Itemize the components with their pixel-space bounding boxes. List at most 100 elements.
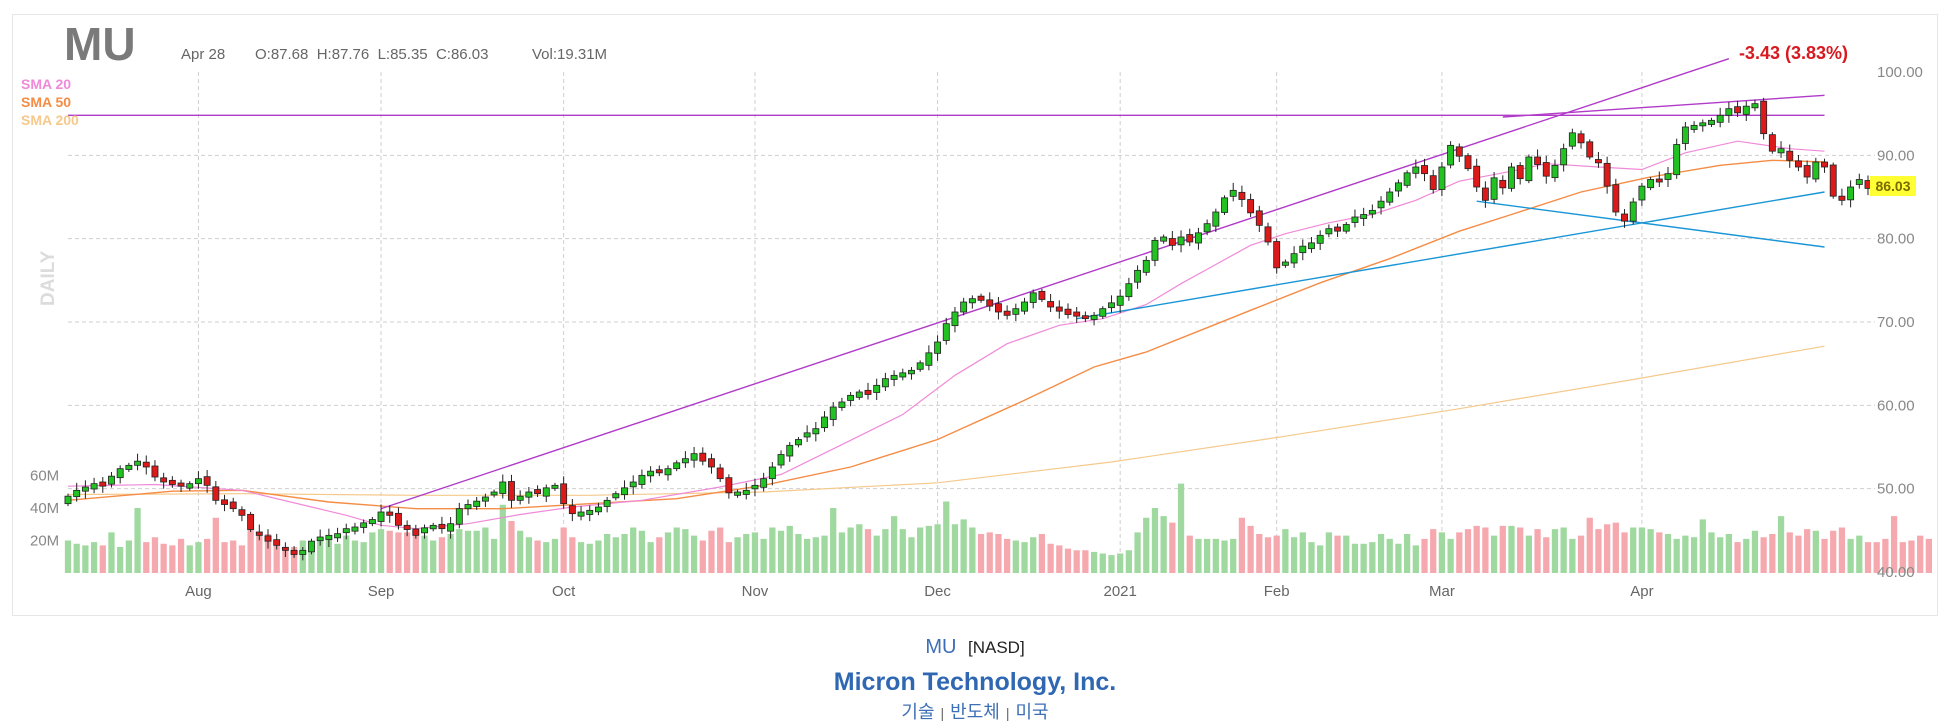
x-tick-label: Dec xyxy=(924,583,951,600)
candle-body xyxy=(1421,165,1428,175)
candle-body xyxy=(794,439,802,446)
volume-readout: Vol:19.31M xyxy=(532,46,607,63)
footer-exchange: [NASD] xyxy=(967,638,1025,657)
x-tick-label: Feb xyxy=(1264,583,1290,600)
candle-body xyxy=(255,531,263,536)
candle-body xyxy=(516,495,524,501)
candle-body xyxy=(1151,239,1159,261)
volume-bar xyxy=(290,547,298,573)
candle-body xyxy=(1681,126,1689,144)
volume-bar xyxy=(925,525,932,573)
volume-bar xyxy=(1351,543,1359,573)
volume-bar xyxy=(1325,532,1332,573)
volume-bar xyxy=(1656,532,1663,573)
volume-bar xyxy=(899,529,906,573)
volume-bar xyxy=(447,534,454,573)
volume-bar xyxy=(1177,483,1185,573)
volume-bar xyxy=(325,538,332,573)
volume-tick-label: 60M xyxy=(30,468,59,485)
candle-body xyxy=(699,452,707,462)
candle-body xyxy=(1690,124,1698,130)
candle-body xyxy=(386,511,394,516)
footer-symbol-link[interactable]: MU xyxy=(925,636,957,658)
trendline xyxy=(1076,191,1825,320)
volume-bar xyxy=(682,529,689,573)
candle-body xyxy=(212,486,220,501)
volume-bar xyxy=(1560,527,1567,573)
candle-body xyxy=(1247,199,1255,214)
category-semiconductor[interactable]: 반도체 xyxy=(950,702,1000,722)
candle-body xyxy=(1273,241,1281,269)
candle-body xyxy=(151,465,159,478)
candle-body xyxy=(334,533,342,539)
volume-bar xyxy=(821,535,828,573)
volume-bar xyxy=(464,530,472,573)
volume-bar xyxy=(1369,542,1376,573)
candle-body xyxy=(1281,261,1289,266)
candle-body xyxy=(960,301,968,313)
candle-body xyxy=(1299,245,1307,254)
volume-bar xyxy=(1334,535,1341,573)
symbol-title: MU xyxy=(64,18,136,70)
volume-bar xyxy=(73,543,80,573)
volume-bar xyxy=(1882,538,1889,573)
volume-bar xyxy=(986,532,993,573)
volume-bar xyxy=(725,542,732,573)
period-label: DAILY xyxy=(38,250,59,306)
volume-bar xyxy=(1734,542,1741,573)
company-name-link[interactable]: Micron Technology, Inc. xyxy=(833,668,1117,696)
candle-body xyxy=(99,481,107,487)
candle-body xyxy=(1638,185,1646,201)
candlesticks xyxy=(64,97,1872,561)
volume-bar xyxy=(1795,535,1802,573)
candle-body xyxy=(1125,283,1133,298)
candle-body xyxy=(1142,259,1150,273)
volume-bar xyxy=(395,532,402,573)
candle-body xyxy=(803,432,811,438)
axis-labels: 100.00 90.00 80.00 70.00 60.00 50.00 40.00 Aug S… xyxy=(30,64,1923,600)
volume-bar xyxy=(1343,535,1350,573)
candle-body xyxy=(873,384,881,393)
category-country[interactable]: 미국 xyxy=(1015,702,1049,722)
candle-body xyxy=(1368,209,1376,215)
volume-bar xyxy=(1508,525,1515,573)
volume-bar xyxy=(1456,532,1463,573)
candle-body xyxy=(1594,159,1602,164)
candle-body xyxy=(1316,234,1324,244)
candle-body xyxy=(1655,178,1663,183)
volume-bar xyxy=(1769,534,1776,573)
volume-bar xyxy=(1490,535,1498,573)
candle-body xyxy=(647,470,655,477)
volume-bar xyxy=(604,534,611,573)
x-tick-label: Apr xyxy=(1630,583,1653,600)
volume-bar xyxy=(1864,542,1872,573)
volume-bar xyxy=(812,537,819,573)
volume-bar xyxy=(264,534,272,573)
chart-grid xyxy=(68,72,1875,572)
volume-bar xyxy=(769,527,776,573)
volume-bar xyxy=(1064,548,1072,573)
candle-body xyxy=(742,489,750,495)
volume-bar xyxy=(1299,532,1306,573)
candle-body xyxy=(1455,146,1463,157)
volume-bar xyxy=(804,538,811,573)
volume-bar xyxy=(1004,538,1011,573)
category-tech[interactable]: 기술 xyxy=(901,702,935,722)
volume-bar xyxy=(1760,537,1767,573)
candle-body xyxy=(81,486,89,492)
candle-body xyxy=(586,509,594,515)
candle-body xyxy=(238,509,246,516)
volume-bar xyxy=(1412,545,1419,573)
candle-body xyxy=(1308,242,1315,250)
candle-body xyxy=(777,454,785,466)
bar-date: Apr 28 xyxy=(181,46,225,63)
volume-bar xyxy=(1604,524,1611,573)
volume-bar xyxy=(1812,530,1819,573)
candle-body xyxy=(264,535,272,542)
candle-body xyxy=(1438,166,1446,190)
volume-bar xyxy=(90,542,98,573)
volume-bar xyxy=(1238,517,1246,573)
candle-body xyxy=(568,505,576,515)
volume-bar xyxy=(1360,543,1367,573)
volume-bar xyxy=(1160,516,1167,573)
